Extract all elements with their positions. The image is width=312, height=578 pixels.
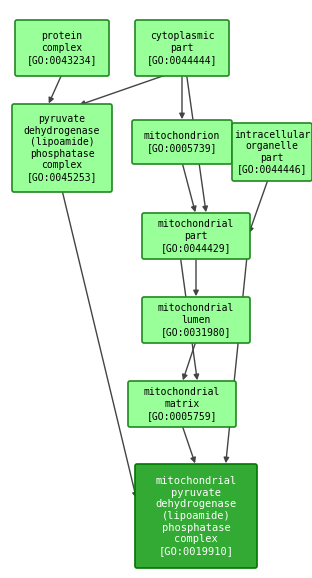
Text: mitochondrial
lumen
[GO:0031980]: mitochondrial lumen [GO:0031980] [158,303,234,336]
Text: mitochondrial
matrix
[GO:0005759]: mitochondrial matrix [GO:0005759] [144,387,220,421]
FancyBboxPatch shape [135,20,229,76]
FancyBboxPatch shape [15,20,109,76]
FancyBboxPatch shape [142,297,250,343]
Text: mitochondrion
[GO:0005739]: mitochondrion [GO:0005739] [144,131,220,153]
FancyBboxPatch shape [142,213,250,259]
Text: intracellular
organelle
part
[GO:0044446]: intracellular organelle part [GO:0044446… [234,129,310,175]
Text: cytoplasmic
part
[GO:0044444]: cytoplasmic part [GO:0044444] [147,31,217,65]
Text: mitochondrial
pyruvate
dehydrogenase
(lipoamide)
phosphatase
complex
[GO:0019910: mitochondrial pyruvate dehydrogenase (li… [155,476,236,556]
FancyBboxPatch shape [132,120,232,164]
Text: pyruvate
dehydrogenase
(lipoamide)
phosphatase
complex
[GO:0045253]: pyruvate dehydrogenase (lipoamide) phosp… [24,114,100,182]
FancyBboxPatch shape [12,104,112,192]
Text: protein
complex
[GO:0043234]: protein complex [GO:0043234] [27,31,97,65]
FancyBboxPatch shape [128,381,236,427]
Text: mitochondrial
part
[GO:0044429]: mitochondrial part [GO:0044429] [158,220,234,253]
FancyBboxPatch shape [232,123,312,181]
FancyBboxPatch shape [135,464,257,568]
